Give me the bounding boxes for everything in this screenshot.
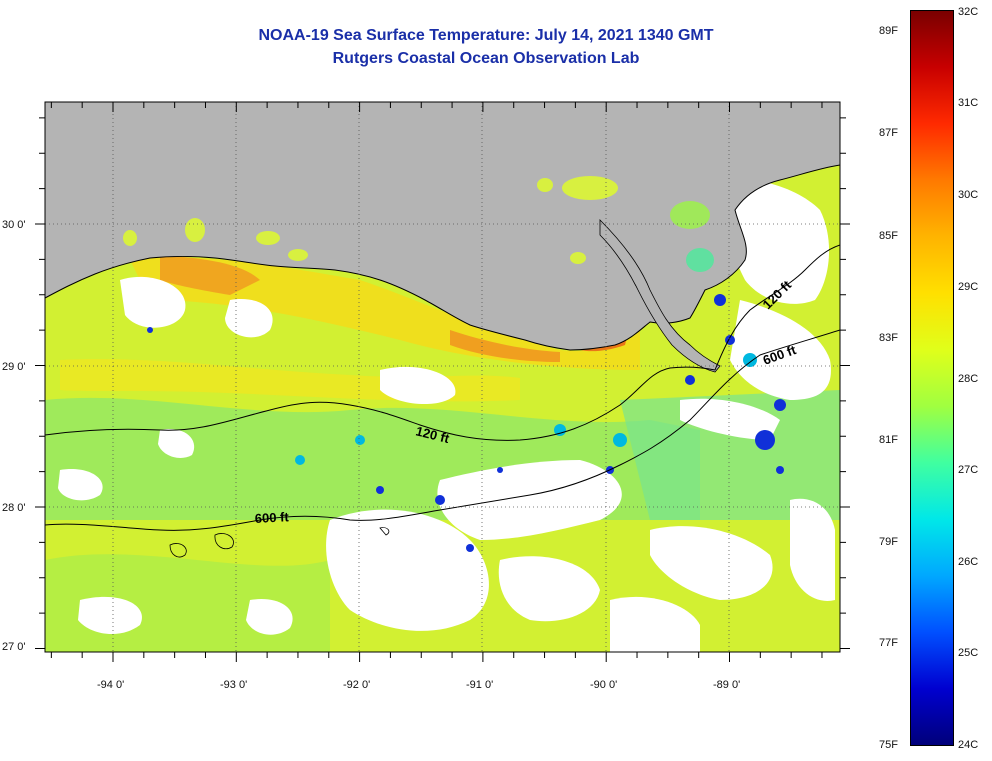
colorbar-c-label: 32C	[958, 6, 979, 18]
colorbar-f-label: 83F	[879, 332, 898, 344]
temperature-colorbar	[910, 10, 954, 746]
lon-label: -93 0'	[220, 679, 247, 691]
lat-label: 28 0'	[2, 502, 26, 514]
lat-label: 27 0'	[2, 641, 26, 653]
lat-label: 30 0'	[2, 219, 26, 231]
map-title: NOAA-19 Sea Surface Temperature: July 14…	[258, 27, 714, 44]
colorbar-c-label: 30C	[958, 189, 979, 201]
contour-120ft-west	[45, 366, 716, 441]
no-data-patches	[58, 179, 835, 652]
contour-120ft-east	[714, 244, 840, 371]
lon-label: -94 0'	[97, 679, 124, 691]
lon-label: -89 0'	[713, 679, 740, 691]
colorbar-f-label: 81F	[879, 434, 898, 446]
map-plot-area: 120 ft 600 ft 120 ft 600 ft	[45, 102, 840, 652]
sst-green-east	[620, 390, 840, 520]
contour-outliers	[169, 527, 390, 558]
colorbar-f-label: 89F	[879, 25, 898, 37]
graticule	[45, 102, 840, 652]
lon-label: -91 0'	[466, 679, 493, 691]
sst-orange-patch-west	[160, 255, 260, 295]
lon-label: -92 0'	[343, 679, 370, 691]
cold-spots	[147, 294, 786, 552]
colorbar-f-label: 77F	[879, 637, 898, 649]
map-subtitle: Rutgers Coastal Ocean Observation Lab	[332, 50, 640, 67]
colorbar-f-label: 87F	[879, 127, 898, 139]
lat-label: 29 0'	[2, 361, 26, 373]
sst-orange-patch-mid	[450, 330, 560, 362]
mississippi-delta	[599, 219, 721, 373]
contour-600ft-west	[45, 329, 840, 531]
colorbar-c-label: 25C	[958, 647, 979, 659]
axis-ticks	[35, 102, 850, 662]
colorbar-c-label: 26C	[958, 556, 979, 568]
map-frame	[44, 101, 841, 653]
colorbar-c-label: 29C	[958, 281, 979, 293]
colorbar-f-label: 79F	[879, 536, 898, 548]
contour-label-600-west: 600 ft	[254, 509, 289, 526]
colorbar-c-label: 27C	[958, 464, 979, 476]
colorbar-f-label: 75F	[879, 739, 898, 751]
colorbar-f-label: 85F	[879, 230, 898, 242]
lon-label: -90 0'	[590, 679, 617, 691]
inland-water	[123, 176, 714, 272]
sst-warm-nearshore	[130, 257, 640, 370]
inland-nodata	[750, 207, 818, 284]
colorbar-c-label: 28C	[958, 373, 979, 385]
colorbar-c-label: 24C	[958, 739, 979, 751]
colorbar-c-label: 31C	[958, 97, 979, 109]
